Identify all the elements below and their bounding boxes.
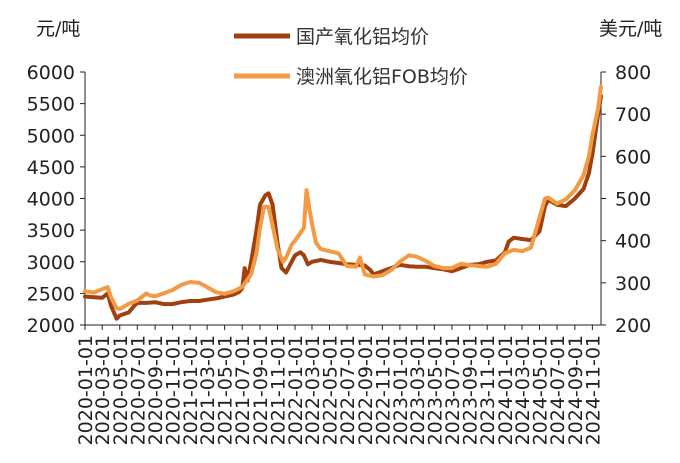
y-right-tick-label: 400 [615,231,651,253]
x-tick-label: 2021-01-01 [180,335,202,445]
x-tick-label: 2023-07-01 [442,335,464,445]
y-right-tick-label: 300 [615,273,651,295]
legend-label-australia: 澳洲氧化铝FOB均价 [296,66,468,88]
x-tick-label: 2023-01-01 [390,335,412,445]
y-right-tick-label: 600 [615,146,651,168]
x-tick-label: 2021-03-01 [197,335,219,445]
x-tick-label: 2021-09-01 [250,335,272,445]
x-tick-label: 2020-09-01 [145,335,167,445]
x-tick-label: 2020-03-01 [92,335,114,445]
x-tick-label: 2024-05-01 [530,335,552,445]
y-left-tick-label: 2500 [27,283,75,305]
left-unit: 元/吨 [36,18,81,40]
y-left-tick-label: 6000 [27,62,75,84]
x-tick-label: 2024-01-01 [495,335,517,445]
y-right-tick-label: 500 [615,189,651,211]
x-tick-label: 2023-05-01 [424,335,446,445]
x-tick-label: 2022-05-01 [319,335,341,445]
x-tick-label: 2020-07-01 [127,335,149,445]
x-tick-label: 2021-11-01 [267,335,289,445]
legend: 国产氧化铝均价 澳洲氧化铝FOB均价 [234,26,468,88]
y-right-tick-label: 200 [615,315,651,337]
y-right-tick-label: 800 [615,62,651,84]
series-lines [83,84,603,321]
x-tick-label: 2023-03-01 [407,335,429,445]
x-tick-label: 2022-11-01 [372,335,394,445]
x-tick-label: 2024-07-01 [547,335,569,445]
x-tick-label: 2022-07-01 [337,335,359,445]
axes: 2000 2500 3000 3500 4000 4500 5000 5500 6000 200 3… [27,62,652,445]
x-tick-label: 2021-05-01 [215,335,237,445]
y-left-tick-label: 4500 [27,157,75,179]
x-tick-label: 2020-01-01 [75,335,97,445]
x-tick-label: 2020-11-01 [163,335,185,445]
x-tick-label: 2020-05-01 [110,335,132,445]
x-tick-label: 2023-11-01 [477,335,499,445]
y-left-tick-label: 3000 [27,252,75,274]
x-tick-label: 2022-01-01 [285,335,307,445]
y-left-tick-label: 4000 [27,189,75,211]
y-left-tick-label: 2000 [27,315,75,337]
x-tick-label: 2022-03-01 [302,335,324,445]
x-tick-label: 2022-09-01 [355,335,377,445]
right-unit: 美元/吨 [599,18,663,40]
series-line-domestic [83,94,603,321]
y-left-tick-label: 3500 [27,220,75,242]
legend-label-domestic: 国产氧化铝均价 [296,26,429,48]
x-tick-label: 2024-09-01 [565,335,587,445]
x-tick-label: 2024-11-01 [582,335,604,445]
y-left-tick-label: 5000 [27,125,75,147]
x-tick-label: 2023-09-01 [460,335,482,445]
series-line-australia [83,84,603,311]
x-tick-label: 2021-07-01 [232,335,254,445]
y-left-tick-label: 5500 [27,94,75,116]
y-right-tick-label: 700 [615,104,651,126]
x-tick-label: 2024-03-01 [512,335,534,445]
